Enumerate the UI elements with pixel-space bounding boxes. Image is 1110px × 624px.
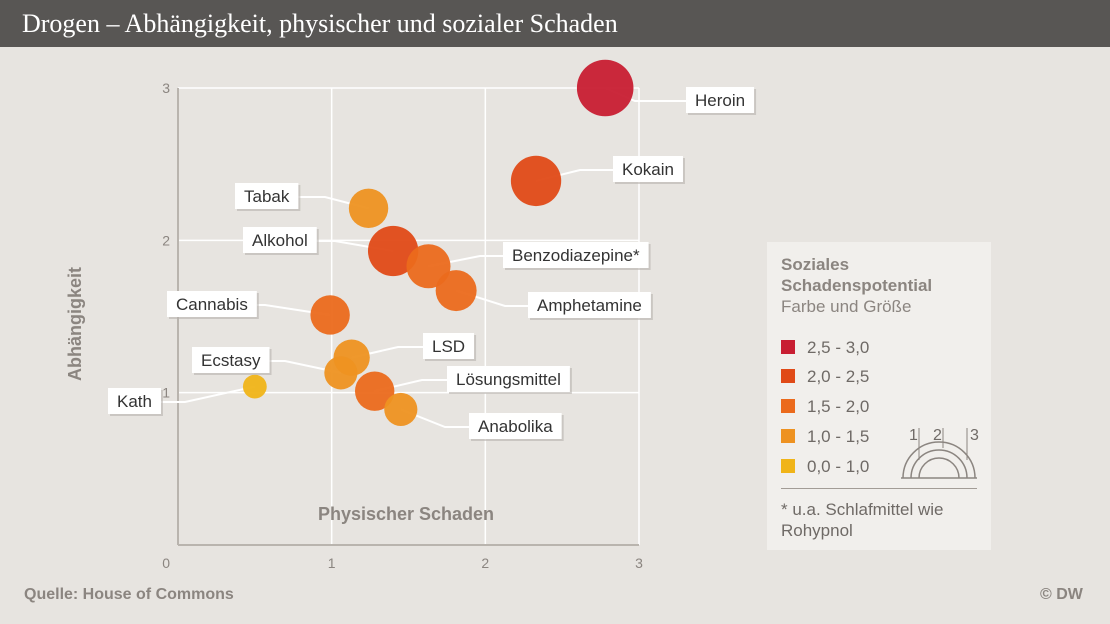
point-label-box (167, 291, 257, 317)
point-label-text: Lösungsmittel (456, 370, 561, 389)
legend-item-label: 0,0 - 1,0 (807, 457, 870, 476)
point-label-text: Amphetamine (537, 296, 642, 315)
point-label: LSD (423, 333, 477, 361)
data-point-bubble (510, 155, 562, 207)
point-label-box (503, 242, 649, 268)
x-tick-label: 3 (635, 555, 643, 571)
legend-swatch (781, 369, 795, 383)
legend-swatch (781, 340, 795, 354)
legend-footnote: * u.a. Schlafmittel wie Rohypnol (781, 500, 944, 540)
data-point-bubble (367, 225, 419, 277)
point-label: Ecstasy (192, 347, 272, 375)
point-label: Kath (108, 388, 163, 416)
legend-item-label: 1,0 - 1,5 (807, 427, 870, 446)
legend: Soziales Schadenspotential Farbe und Grö… (767, 242, 991, 550)
legend-item: 0,0 - 1,0 (781, 457, 869, 477)
point-label-box (528, 292, 651, 318)
point-label: Cannabis (167, 291, 259, 319)
point-label: Lösungsmittel (447, 366, 572, 394)
point-label-text: Kokain (622, 160, 674, 179)
point-label-box (108, 388, 161, 414)
data-point-bubble (384, 392, 418, 427)
y-tick-label: 3 (162, 80, 170, 96)
leader-line (256, 304, 331, 316)
size-scale-label: 3 (970, 427, 979, 444)
point-label-box (447, 366, 570, 392)
legend-subtitle: Farbe und Größe (781, 297, 912, 316)
copyright-note: © DW (1040, 586, 1083, 603)
point-label: Heroin (686, 87, 757, 115)
legend-item: 1,5 - 2,0 (781, 397, 869, 417)
point-label-box (686, 87, 755, 113)
y-tick-label: 1 (162, 385, 170, 401)
point-label-text: Anabolika (478, 417, 553, 436)
legend-item: 2,5 - 3,0 (781, 338, 869, 358)
y-tick-label: 2 (162, 232, 170, 248)
data-point-bubble (348, 188, 389, 229)
leader-line (160, 385, 256, 403)
point-label-box (243, 227, 317, 253)
point-label: Amphetamine (528, 292, 653, 320)
tick-labels: 0 1 2 3 1 2 3 (162, 80, 643, 571)
legend-item: 2,0 - 2,5 (781, 367, 869, 387)
size-scale-label: 1 (909, 427, 918, 444)
point-labels: Heroin Kokain Tabak Alkohol Benzodiazepine* A… (108, 87, 757, 441)
point-label: Alkohol (243, 227, 319, 255)
x-axis-label: Physischer Schaden (318, 504, 494, 524)
point-label: Tabak (235, 183, 301, 211)
point-label-text: Cannabis (176, 295, 248, 314)
point-label-text: Benzodiazepine* (512, 246, 640, 265)
data-point-bubble (435, 270, 477, 312)
point-label: Kokain (613, 156, 685, 184)
point-label-box (235, 183, 299, 209)
data-point-bubble (354, 371, 395, 411)
size-scale-label: 2 (933, 427, 942, 444)
data-point-bubble (576, 59, 634, 117)
x-tick-label: 0 (162, 555, 170, 571)
data-point-bubble (242, 374, 267, 399)
legend-swatch (781, 429, 795, 443)
point-label: Anabolika (469, 413, 564, 441)
legend-item: 1,0 - 1,5 (781, 427, 869, 447)
point-label-text: Tabak (244, 187, 290, 206)
point-label-box (423, 333, 475, 359)
source-note: Quelle: House of Commons (24, 586, 234, 603)
legend-swatch (781, 459, 795, 473)
legend-title: Soziales Schadenspotential (781, 255, 933, 295)
point-label-text: Heroin (695, 91, 745, 110)
legend-item-label: 2,5 - 3,0 (807, 338, 870, 357)
page-title: Drogen – Abhängigkeit, physischer und so… (0, 0, 1110, 47)
data-point-bubble (310, 295, 350, 335)
x-tick-label: 2 (481, 555, 489, 571)
point-label-box (192, 347, 270, 373)
y-axis-label: Abhängigkeit (65, 267, 85, 381)
point-label: Benzodiazepine* (503, 242, 651, 270)
legend-divider (781, 488, 977, 489)
legend-swatch (781, 399, 795, 413)
legend-item-label: 1,5 - 2,0 (807, 397, 870, 416)
legend-item-label: 2,0 - 2,5 (807, 367, 870, 386)
point-label-text: Kath (117, 392, 152, 411)
point-label-text: Ecstasy (201, 351, 261, 370)
point-label-text: LSD (432, 337, 465, 356)
data-points (242, 59, 634, 427)
x-tick-label: 1 (328, 555, 336, 571)
point-label-box (469, 413, 562, 439)
leader-line (269, 360, 342, 374)
point-label-box (613, 156, 683, 182)
bubble-size-scale-icon: 1 2 3 (901, 427, 979, 479)
point-label-text: Alkohol (252, 231, 308, 250)
data-point-bubble (406, 244, 451, 289)
data-point-bubble (324, 356, 358, 390)
